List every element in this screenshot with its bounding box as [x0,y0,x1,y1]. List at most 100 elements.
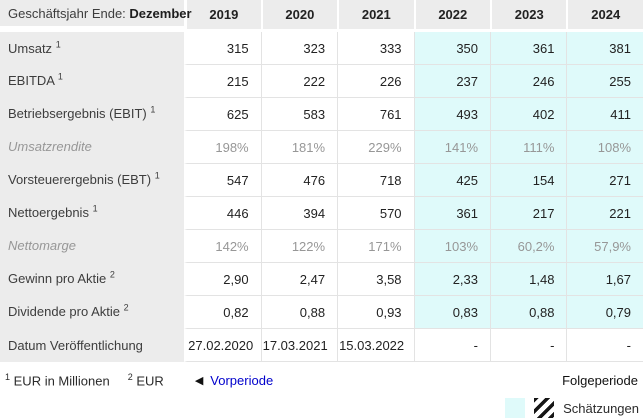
table-row: Betriebsergebnis (EBIT) 1 625 583 761 493 402… [0,97,643,130]
row-label: Betriebsergebnis (EBIT) 1 [0,97,185,130]
value-cell: 381 [566,32,643,64]
value-cell: 0,79 [566,295,643,328]
row-label-text: Nettoergebnis [8,205,89,220]
value-cell: 108% [566,130,643,163]
table-row: Nettomarge 142% 122% 171% 103% 60,2% 57,9% [0,229,643,262]
value-cell: 0,88 [490,295,567,328]
value-cell: 476 [260,163,338,196]
value-cell: 2,33 [413,262,491,295]
value-cell: 141% [413,130,491,163]
row-label: Umsatz 1 [0,32,185,64]
value-cell: 2,90 [184,262,261,295]
table-row: Gewinn pro Aktie 2 2,90 2,47 3,58 2,33 1,48 1,… [0,262,643,295]
year-column-header: 2023 [490,0,567,32]
value-cell: 103% [413,229,491,262]
value-cell: 217 [490,196,567,229]
estimate-color-swatch [505,398,526,418]
row-label: Umsatzrendite [0,130,185,163]
previous-period-label: Vorperiode [210,372,274,388]
value-cell: 0,88 [260,295,338,328]
value-cell: 221 [566,196,643,229]
fiscal-year-end-header: Geschäftsjahr Ende: Dezember [0,0,192,32]
row-label-text: Umsatz [8,40,53,56]
footnote-reference-marker: 1 [92,203,98,214]
row-label: Nettoergebnis 1 [0,196,185,229]
year-column-header: 2020 [260,0,338,32]
value-cell: 570 [337,196,414,229]
value-cell: 226 [337,64,414,97]
value-cell: 761 [337,97,414,130]
value-cell: 718 [337,163,414,196]
table-row: Datum Veröffentlichung 27.02.2020 17.03.20… [0,328,643,362]
row-label: Nettomarge [0,229,185,262]
row-label-text: Umsatzrendite [8,139,92,154]
value-cell: 446 [184,196,261,229]
value-cell: 493 [413,97,491,130]
value-cell: 361 [413,196,491,229]
value-cell: 3,58 [337,262,414,295]
value-cell: 171% [337,229,414,262]
footnote-1-marker: 1 [5,371,11,382]
value-cell: 1,67 [566,262,643,295]
value-cell: 425 [413,163,491,196]
fundamentals-table: Geschäftsjahr Ende: Dezember 2019 2020 2… [0,0,643,362]
value-cell: 27.02.2020 [184,328,261,362]
estimates-legend: Schätzungen [0,398,643,418]
footnote-reference-marker: 1 [57,71,63,82]
value-cell: 15.03.2022 [337,328,414,362]
value-cell: 142% [184,229,261,262]
value-cell: 246 [490,64,567,97]
year-column-header: 2024 [566,0,643,32]
row-label: Dividende pro Aktie 2 [0,295,185,328]
value-cell: 547 [184,163,261,196]
value-cell: - [566,328,643,362]
row-label-text: Dividende pro Aktie [8,304,121,319]
table-row: EBITDA 1 215 222 226 237 246 255 [0,64,643,97]
value-cell: 122% [260,229,338,262]
value-cell: 237 [413,64,491,97]
year-column-header: 2019 [184,0,261,32]
row-label-text: Datum Veröffentlichung [8,337,143,353]
row-label: Vorsteuerergebnis (EBT) 1 [0,163,185,196]
estimate-hatch-swatch [534,398,555,418]
value-cell: 215 [184,64,261,97]
value-cell: 271 [566,163,643,196]
table-row: Nettoergebnis 1 446 394 570 361 217 221 [0,196,643,229]
row-label-text: EBITDA [8,73,55,88]
previous-period-link[interactable]: ◀ Vorperiode [195,373,273,388]
value-cell: 198% [184,130,261,163]
value-cell: 411 [566,97,643,130]
row-label: EBITDA 1 [0,64,185,97]
value-cell: 315 [184,32,261,64]
row-label: Gewinn pro Aktie 2 [0,262,185,295]
value-cell: 154 [490,163,567,196]
value-cell: 323 [260,32,338,64]
value-cell: 229% [337,130,414,163]
fiscal-year-end-label: Geschäftsjahr Ende: [8,5,126,21]
year-column-header: 2022 [413,0,491,32]
value-cell: 0,82 [184,295,261,328]
value-cell: - [490,328,567,362]
value-cell: 111% [490,130,567,163]
footnote-reference-marker: 2 [123,302,129,313]
value-cell: 181% [260,130,338,163]
value-cell: 625 [184,97,261,130]
estimates-legend-label: Schätzungen [563,400,639,416]
row-label-text: Vorsteuerergebnis (EBT) [8,172,152,187]
footnote-reference-marker: 2 [109,269,115,280]
value-cell: 583 [260,97,338,130]
table-row: Dividende pro Aktie 2 0,82 0,88 0,93 0,83 0,8… [0,295,643,328]
next-period-link[interactable]: Folgeperiode [562,372,638,388]
value-cell: 361 [490,32,567,64]
value-cell: 60,2% [490,229,567,262]
table-header-row: Geschäftsjahr Ende: Dezember 2019 2020 2… [0,0,643,32]
table-row: Vorsteuerergebnis (EBT) 1 547 476 718 425 154… [0,163,643,196]
value-cell: 402 [490,97,567,130]
value-cell: 1,48 [490,262,567,295]
value-cell: 394 [260,196,338,229]
value-cell: 57,9% [566,229,643,262]
table-row: Umsatzrendite 198% 181% 229% 141% 111% 108% [0,130,643,163]
footnote-reference-marker: 1 [154,170,160,181]
footnote-2-text: EUR [136,373,164,389]
